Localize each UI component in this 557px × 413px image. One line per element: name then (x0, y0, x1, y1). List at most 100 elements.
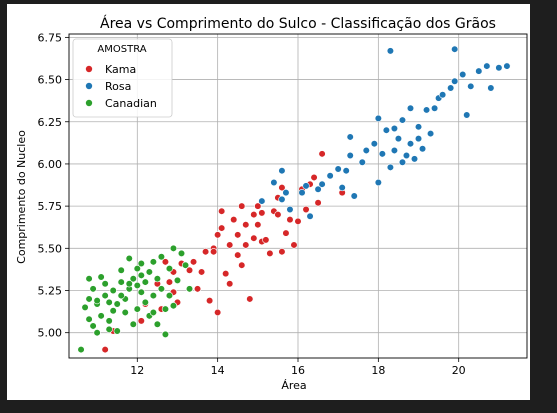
point-rosa (282, 189, 290, 197)
point-kama (234, 251, 242, 259)
point-canadian (149, 308, 157, 317)
point-canadian (117, 278, 125, 286)
point-rosa (410, 155, 419, 163)
point-rosa (406, 104, 415, 112)
point-canadian (121, 308, 129, 317)
point-canadian (81, 303, 89, 311)
point-rosa (422, 106, 431, 114)
point-kama (254, 221, 262, 229)
point-rosa (382, 126, 390, 134)
point-kama (242, 241, 250, 249)
point-kama (274, 210, 282, 219)
point-rosa (362, 146, 370, 155)
legend-marker-rosa (85, 82, 93, 90)
point-rosa (314, 185, 322, 193)
point-kama (206, 297, 214, 305)
point-canadian (105, 298, 113, 306)
point-kama (238, 261, 246, 269)
point-kama (234, 231, 242, 239)
points-layer (77, 45, 511, 354)
ticks-layer: 12 14 16 18 20 5.00 5.25 5.50 5.75 6.00 6.25 6.50 6.… (38, 31, 466, 377)
y-tick-label: 5.25 (38, 285, 63, 298)
scatter-chart: Área vs Comprimento do Sulco - Classific… (15, 15, 528, 392)
point-rosa (463, 111, 471, 119)
bottom-dark-strip (0, 400, 557, 413)
point-rosa (398, 116, 407, 124)
point-rosa (258, 197, 266, 205)
point-canadian (117, 266, 125, 274)
point-kama (262, 236, 270, 244)
point-kama (242, 221, 250, 229)
point-kama (286, 216, 294, 224)
point-rosa (350, 192, 358, 200)
point-rosa (370, 140, 378, 148)
point-rosa (302, 182, 310, 190)
point-canadian (177, 249, 186, 257)
point-canadian (105, 325, 113, 333)
point-rosa (278, 167, 286, 175)
point-canadian (137, 271, 145, 279)
point-kama (250, 210, 258, 219)
point-kama (310, 173, 318, 182)
point-kama (314, 199, 322, 207)
point-kama (250, 234, 258, 242)
legend-entries: Kama Rosa Canadian (85, 63, 157, 110)
point-rosa (346, 151, 354, 160)
point-rosa (487, 84, 495, 92)
point-canadian (133, 305, 141, 313)
point-canadian (85, 315, 93, 323)
y-tick-label: 6.75 (38, 31, 63, 44)
point-canadian (93, 297, 101, 305)
point-kama (197, 268, 206, 276)
point-canadian (89, 322, 97, 330)
point-rosa (338, 183, 346, 192)
point-kama (189, 258, 198, 266)
point-canadian (113, 327, 121, 335)
point-canadian (125, 280, 133, 288)
chart-figure: Área vs Comprimento do Sulco - Classific… (7, 4, 530, 400)
point-rosa (394, 135, 403, 143)
y-tick-label: 5.50 (38, 242, 63, 255)
point-canadian (85, 295, 93, 303)
point-rosa (495, 64, 503, 72)
point-canadian (101, 280, 109, 288)
point-rosa (414, 135, 423, 143)
legend-box (72, 38, 173, 118)
point-kama (165, 278, 174, 286)
point-canadian (141, 298, 149, 306)
point-canadian (129, 320, 137, 328)
point-kama (137, 317, 145, 325)
point-canadian (169, 244, 178, 252)
y-tick-label: 6.00 (38, 158, 63, 171)
point-canadian (157, 285, 166, 293)
point-canadian (109, 286, 117, 295)
point-rosa (346, 133, 354, 141)
point-canadian (137, 288, 145, 296)
y-tick-label: 5.75 (38, 200, 63, 213)
point-canadian (173, 276, 182, 284)
point-kama (230, 216, 238, 224)
point-canadian (137, 259, 145, 268)
x-tick-label: 12 (130, 364, 144, 377)
point-rosa (483, 62, 491, 70)
point-kama (266, 249, 274, 257)
legend: AMOSTRA Kama Rosa Canadian (72, 38, 173, 118)
point-rosa (451, 77, 459, 85)
point-rosa (451, 45, 459, 53)
point-rosa (342, 167, 350, 175)
point-rosa (418, 145, 427, 153)
point-canadian (153, 275, 161, 283)
x-axis-label: Área (281, 379, 306, 392)
legend-label-kama: Kama (105, 63, 136, 76)
point-rosa (467, 82, 475, 90)
point-canadian (133, 281, 141, 290)
point-kama (246, 295, 254, 303)
point-rosa (378, 150, 386, 158)
chart-title: Área vs Comprimento do Sulco - Classific… (100, 15, 496, 32)
point-canadian (169, 302, 178, 310)
legend-label-canadian: Canadian (105, 97, 157, 110)
point-rosa (298, 189, 306, 197)
y-tick-label: 5.00 (38, 327, 63, 340)
point-rosa (390, 124, 399, 133)
point-rosa (374, 114, 382, 122)
